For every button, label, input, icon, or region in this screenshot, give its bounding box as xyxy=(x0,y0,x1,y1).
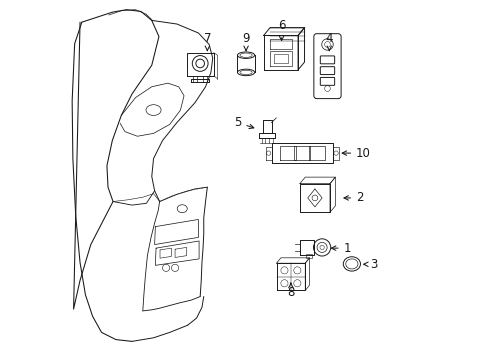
Text: 8: 8 xyxy=(287,283,294,300)
Text: 10: 10 xyxy=(342,147,371,159)
Text: 6: 6 xyxy=(278,19,285,41)
Text: 4: 4 xyxy=(325,32,333,51)
Text: 7: 7 xyxy=(204,32,211,51)
Text: 5: 5 xyxy=(234,116,254,129)
Text: 2: 2 xyxy=(344,192,364,204)
Text: 1: 1 xyxy=(331,242,351,255)
Text: 9: 9 xyxy=(243,32,250,51)
Text: 3: 3 xyxy=(364,258,378,271)
